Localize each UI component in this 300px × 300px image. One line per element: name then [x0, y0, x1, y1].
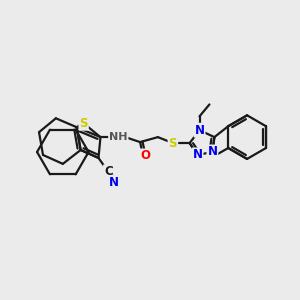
Text: N: N	[194, 124, 205, 137]
Text: NH: NH	[109, 132, 128, 142]
Text: S: S	[169, 136, 177, 150]
Text: N: N	[109, 176, 119, 189]
Text: C: C	[104, 165, 113, 178]
Text: N: N	[193, 148, 202, 161]
Text: N: N	[207, 146, 218, 158]
Text: S: S	[80, 117, 88, 130]
Text: O: O	[140, 149, 150, 162]
